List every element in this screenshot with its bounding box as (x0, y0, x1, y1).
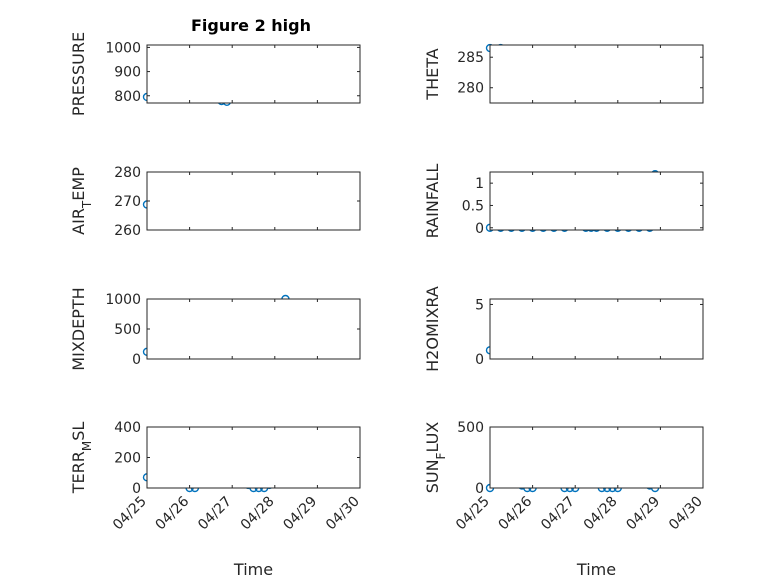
x-axis-label: Time (576, 560, 616, 579)
x-tick-label: 04/29 (623, 494, 663, 534)
y-tick-label: 0 (475, 481, 484, 497)
x-axis-label: Time (233, 560, 273, 579)
ylabel-part: SUN (423, 459, 442, 493)
x-tick-label: 04/26 (153, 493, 193, 533)
ylabel-part: EMP (69, 167, 88, 201)
x-tick-label: 04/30 (323, 494, 363, 534)
y-axis-label: AIRTEMP (69, 167, 94, 235)
y-tick-label: 280 (114, 165, 141, 181)
axes-box (146, 426, 361, 489)
panel-2: 280 285 THETA (423, 43, 704, 104)
ylabel-part: TERR (69, 451, 88, 494)
x-tick-label: 04/28 (238, 494, 278, 534)
panel-4: 0 0.5 1 RAINFALL (423, 164, 704, 239)
y-tick-label: 900 (114, 65, 141, 81)
y-tick-label: 200 (114, 451, 141, 467)
y-tick-label: 5 (475, 297, 484, 313)
y-tick-label: 1000 (105, 292, 141, 308)
ylabel-subscript: M (80, 441, 94, 451)
y-axis-label: TERRMSL (69, 422, 94, 495)
x-tick-label: 04/27 (195, 494, 235, 534)
y-tick-label: 0 (475, 352, 484, 368)
y-tick-label: 0 (132, 481, 141, 497)
y-axis-label: RAINFALL (423, 164, 442, 239)
axes-box (146, 171, 361, 231)
x-tick-label: 04/30 (666, 494, 706, 534)
y-axis-label: H2OMIXRA (423, 286, 442, 372)
y-axis-label: THETA (423, 48, 442, 100)
axes-box (489, 426, 704, 489)
y-tick-label: 1000 (105, 40, 141, 56)
axes-box (146, 298, 361, 360)
y-tick-label: 0 (475, 221, 484, 237)
ylabel-part: SL (69, 422, 88, 441)
figure-title: Figure 2 high (191, 16, 311, 35)
y-tick-label: 800 (114, 89, 141, 105)
y-axis-label: SUNFLUX (423, 422, 448, 494)
panel-5: 0 500 1000 MIXDEPTH (69, 287, 361, 371)
x-tick-label: 04/26 (496, 493, 536, 533)
x-tick-label: 04/25 (110, 494, 150, 534)
panel-1: 800 900 1000 PRESSURE (69, 32, 361, 116)
y-tick-label: 500 (457, 420, 484, 436)
ylabel-subscript: F (434, 452, 448, 459)
y-tick-label: 1 (475, 176, 484, 192)
panel-8: 04/25 04/26 04/27 04/28 04/29 04/30 0 500 SUNFLU… (423, 420, 706, 579)
y-tick-label: 0 (132, 352, 141, 368)
panel-3: 260 270 280 AIRTEMP (69, 165, 361, 239)
y-tick-label: 285 (457, 50, 484, 66)
ylabel-part: AIR (69, 208, 88, 235)
y-axis-label: PRESSURE (69, 32, 88, 116)
ylabel-part: LUX (423, 422, 442, 453)
x-tick-label: 04/29 (280, 494, 320, 534)
axes-box (489, 171, 704, 231)
y-tick-label: 280 (457, 81, 484, 97)
panel-7: 04/25 04/26 04/27 04/28 04/29 04/30 0 200 400 TER… (69, 420, 363, 579)
y-axis-label: MIXDEPTH (69, 287, 88, 370)
y-tick-label: 270 (114, 194, 141, 210)
panel-6: 0 5 H2OMIXRA (423, 286, 704, 372)
x-tick-label: 04/25 (453, 494, 493, 534)
axes-box (146, 44, 361, 104)
axes-box (489, 44, 704, 104)
x-tick-label: 04/27 (538, 494, 578, 534)
ylabel-subscript: T (80, 200, 94, 209)
y-tick-label: 400 (114, 420, 141, 436)
x-tick-label: 04/28 (581, 494, 621, 534)
axes-box (489, 298, 704, 360)
y-tick-label: 260 (114, 223, 141, 239)
y-tick-label: 0.5 (462, 198, 484, 214)
y-tick-label: 500 (114, 322, 141, 338)
